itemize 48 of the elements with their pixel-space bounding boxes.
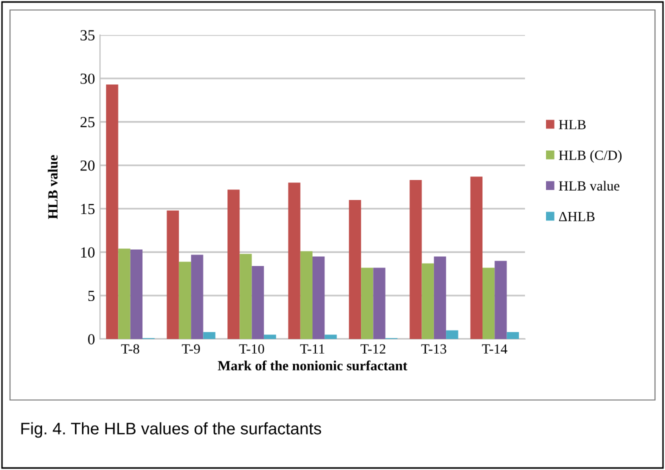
bar [506, 332, 519, 339]
bar [324, 334, 337, 339]
bar [166, 210, 179, 339]
y-axis-title: HLB value [48, 155, 58, 219]
y-tick-label: 20 [80, 160, 95, 171]
bar [252, 266, 264, 339]
x-tick-label: T-9 [182, 344, 200, 354]
bar [203, 332, 216, 339]
y-tick-label: 5 [88, 290, 95, 302]
legend-label: ΔHLB [559, 212, 595, 222]
x-tick-label: T-11 [300, 344, 324, 354]
bar [361, 268, 374, 339]
x-tick-label: T-10 [239, 344, 264, 354]
legend-label: HLB [558, 120, 586, 130]
bar [178, 262, 192, 339]
bar [118, 248, 130, 339]
x-tick-label: T-13 [421, 344, 446, 354]
bar [410, 180, 422, 339]
caption: Fig. 4. The HLB values of the surfactants [21, 422, 322, 438]
bar [312, 256, 325, 339]
bar [228, 190, 240, 339]
bar [446, 330, 458, 339]
y-tick-label: 10 [81, 247, 95, 258]
bar [422, 263, 434, 339]
bar [494, 260, 507, 339]
x-tick-label: T-12 [360, 344, 386, 354]
bar [288, 182, 300, 339]
bar [470, 176, 482, 339]
bar [300, 251, 312, 339]
y-tick-label: 0 [88, 334, 95, 344]
x-tick-label: T-14 [482, 344, 508, 354]
y-tick-label: 35 [80, 30, 95, 40]
legend-label: HLB (C/D) [558, 150, 622, 163]
x-axis-title: Mark of the nonionic surfactant [218, 360, 408, 370]
bar [106, 84, 118, 339]
bar [191, 254, 204, 339]
bar [434, 256, 446, 339]
bar [482, 268, 495, 339]
bar [373, 268, 386, 339]
bar [240, 254, 252, 339]
x-tick-label: T-8 [121, 344, 140, 354]
legend-label: HLB value [558, 180, 620, 191]
bar [348, 200, 362, 339]
y-tick-label: 30 [80, 74, 95, 84]
bar [130, 250, 142, 339]
y-tick-label: 25 [80, 117, 95, 128]
y-tick-label: 15 [81, 204, 95, 214]
bar [264, 334, 276, 339]
